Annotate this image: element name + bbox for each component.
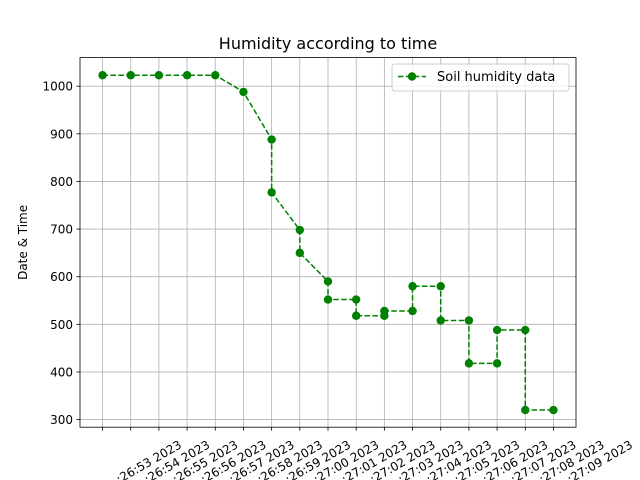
- data-point: [492, 359, 502, 368]
- series-lines: [102, 74, 554, 411]
- data-point: [98, 71, 107, 80]
- data-point: [351, 295, 361, 304]
- data-point: [464, 316, 474, 325]
- data-point: [154, 71, 164, 80]
- y-tick-label: 800: [50, 175, 73, 189]
- y-tick-label: 300: [50, 413, 73, 427]
- legend-label: Soil humidity data: [437, 70, 555, 85]
- data-point: [126, 71, 135, 80]
- data-point: [295, 225, 305, 235]
- data-point: [436, 316, 445, 325]
- legend-box: [391, 63, 570, 92]
- legend: Soil humidity data: [391, 63, 570, 92]
- y-axis-ticks: 300 400 500 600 700 800 900 1000: [42, 80, 80, 427]
- chart-title: Humidity according to time: [219, 34, 437, 53]
- data-point: [211, 71, 220, 80]
- data-point: [239, 87, 248, 97]
- y-tick-label: 400: [50, 365, 73, 379]
- series-points: [98, 71, 558, 415]
- data-point: [323, 295, 333, 304]
- y-tick-label: 600: [50, 270, 73, 284]
- y-tick-label: 500: [50, 318, 73, 332]
- data-point: [323, 277, 333, 286]
- data-point: [492, 325, 502, 335]
- y-tick-label: 900: [50, 127, 73, 141]
- y-tick-label: 1000: [42, 80, 73, 94]
- grid-lines: [80, 57, 576, 428]
- data-point: [408, 306, 417, 316]
- data-point: [295, 248, 305, 258]
- data-point: [464, 359, 474, 368]
- data-point: [408, 282, 417, 291]
- legend-marker-swatch: [407, 72, 417, 81]
- data-point: [521, 325, 530, 335]
- data-point: [521, 405, 530, 415]
- series-line: [102, 74, 554, 411]
- data-point: [351, 311, 361, 320]
- data-point: [436, 282, 445, 291]
- data-point: [380, 306, 389, 316]
- y-tick-label: 700: [50, 223, 73, 237]
- data-point: [267, 135, 276, 144]
- y-axis-label: Date & Time: [16, 205, 30, 280]
- data-point: [182, 71, 192, 80]
- data-point: [549, 405, 558, 415]
- data-point: [267, 188, 276, 197]
